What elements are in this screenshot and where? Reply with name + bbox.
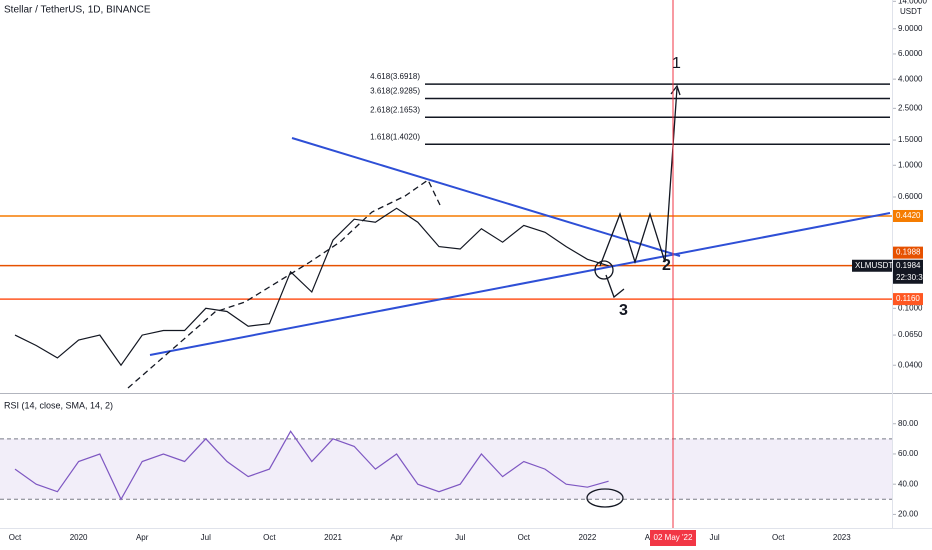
unit: USDT — [900, 7, 922, 16]
y-tick-label: 0.0400 — [898, 360, 923, 369]
price-line — [14, 207, 609, 367]
x-tick-label: Oct — [9, 533, 22, 542]
price-badge — [893, 259, 923, 284]
level-badge — [893, 293, 923, 306]
x-tick-label: Oct — [772, 533, 785, 542]
y-tick-label: 0.6000 — [898, 192, 923, 201]
trend-line — [149, 212, 891, 356]
x-tick-label: 2021 — [324, 533, 342, 542]
chart-title: Stellar / TetherUS, 1D, BINANCE — [4, 5, 151, 16]
trend-line — [291, 137, 681, 257]
level-label: 0.1988 — [896, 248, 921, 257]
rsi-line — [14, 430, 609, 501]
x-tick-label: Oct — [518, 533, 531, 542]
highlight-ellipse — [586, 488, 624, 508]
y-tick-label: 1.5000 — [898, 135, 923, 144]
annotation: 3 — [619, 302, 628, 319]
y-tick-label: 6.0000 — [898, 49, 923, 58]
projection-path — [599, 87, 678, 267]
y-tick-label: 40.00 — [898, 479, 919, 488]
y-tick-label: 0.1000 — [898, 303, 923, 312]
y-tick-label: 4.0000 — [898, 74, 923, 83]
overlay-layer: 0.4420 0.1988 0.1160 XLMUSDT 0.1984 22:30:39 0… — [650, 209, 928, 546]
level-badge — [893, 246, 923, 259]
rsi-title: RSI (14, close, SMA, 14, 2) — [4, 400, 113, 410]
fib-label: 1.618(1.4020) — [370, 132, 420, 141]
countdown: 22:30:39 — [896, 273, 928, 282]
x-tick-label: Apr — [390, 533, 403, 542]
y-tick-label: 0.0650 — [898, 330, 923, 339]
x-tick-label: Jul — [709, 533, 719, 542]
annotation: 1 — [672, 55, 681, 72]
price-badge — [852, 259, 892, 272]
x-tick-label: 2020 — [70, 533, 88, 542]
x-tick-label: Oct — [263, 533, 276, 542]
annotation: 2 — [662, 257, 671, 274]
fib-label: 2.618(2.1653) — [370, 105, 420, 114]
highlight-circle — [594, 260, 614, 280]
y-tick-label: 14.0000 — [898, 0, 927, 5]
level-label: 0.1160 — [896, 294, 920, 303]
y-tick-label: 20.00 — [898, 510, 919, 519]
x-tick-label: Jul — [455, 533, 465, 542]
fib-label: 4.618(3.6918) — [370, 72, 420, 81]
y-tick-label: 9.0000 — [898, 24, 923, 33]
level-badge — [893, 209, 923, 222]
x-tick-label: Apr — [136, 533, 149, 542]
y-tick-label: 80.00 — [898, 419, 919, 428]
y-tick-label: 1.0000 — [898, 160, 923, 169]
x-tick-label: 2022 — [579, 533, 597, 542]
x-tick-label: Jul — [201, 533, 211, 542]
price-value: 0.1984 — [896, 261, 921, 270]
y-tick-label: 2.5000 — [898, 103, 923, 112]
level-label: 0.4420 — [896, 211, 921, 220]
cursor-badge — [650, 530, 696, 546]
rsi-band — [0, 438, 892, 500]
x-tick-label: 2023 — [833, 533, 851, 542]
fib-label: 3.618(2.9285) — [370, 87, 420, 96]
projection-path — [605, 274, 625, 299]
price-name: XLMUSDT — [855, 261, 893, 270]
cursor-label: 02 May '22 — [654, 533, 693, 542]
y-tick-label: 60.00 — [898, 449, 919, 458]
